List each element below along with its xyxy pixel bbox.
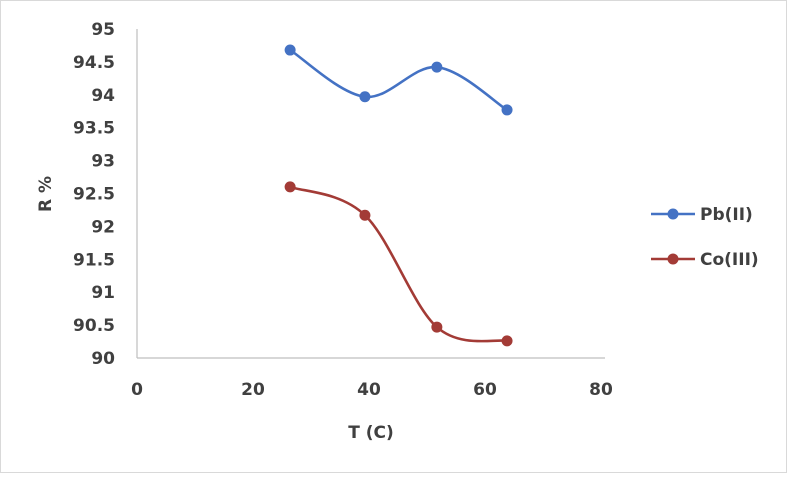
legend-item: Pb(II)	[651, 205, 753, 225]
data-point-marker	[501, 335, 513, 347]
y-tick-label: 92.5	[73, 185, 115, 205]
series-line	[289, 185, 508, 343]
x-tick-label: 80	[589, 380, 613, 400]
data-point-marker	[284, 181, 296, 193]
data-point-marker	[501, 104, 513, 116]
series-pb-ii-	[284, 44, 513, 116]
y-tick-label: 92	[91, 217, 115, 237]
y-tick-label: 90	[91, 349, 115, 369]
series-layer	[284, 44, 513, 347]
y-tick-label: 91.5	[73, 250, 115, 270]
y-tick-label: 93	[91, 152, 115, 172]
y-tick-label: 95	[91, 20, 115, 40]
legend-item: Co(III)	[651, 250, 759, 270]
legend: Pb(II) Co(III)	[651, 205, 759, 270]
y-tick-label: 94.5	[73, 53, 115, 73]
x-tick-label: 20	[241, 380, 265, 400]
legend-label: Co(III)	[700, 250, 759, 270]
y-tick-label: 94	[91, 86, 115, 106]
data-point-marker	[284, 44, 296, 56]
y-tick-label: 93.5	[73, 119, 115, 139]
x-tick-label: 40	[357, 380, 381, 400]
series-line	[289, 48, 508, 112]
x-axis-tick-labels: 0 20 40 60 80	[131, 380, 613, 400]
x-tick-label: 0	[131, 380, 143, 400]
y-axis-tick-labels: 90 90.5 91 91.5 92 92.5 93 93.5 94 94.5 95	[73, 20, 115, 369]
x-tick-label: 60	[473, 380, 497, 400]
legend-marker-icon	[667, 253, 679, 265]
x-axis-title: T (C)	[348, 423, 394, 443]
legend-marker-icon	[667, 208, 679, 220]
y-tick-label: 90.5	[73, 316, 115, 336]
series-co-iii-	[284, 181, 513, 347]
legend-label: Pb(II)	[700, 205, 753, 225]
data-point-marker	[431, 321, 443, 333]
y-axis-title: R %	[36, 176, 56, 212]
data-point-marker	[359, 91, 371, 103]
data-point-marker	[359, 209, 371, 221]
y-tick-label: 91	[91, 283, 115, 303]
data-point-marker	[431, 61, 443, 73]
